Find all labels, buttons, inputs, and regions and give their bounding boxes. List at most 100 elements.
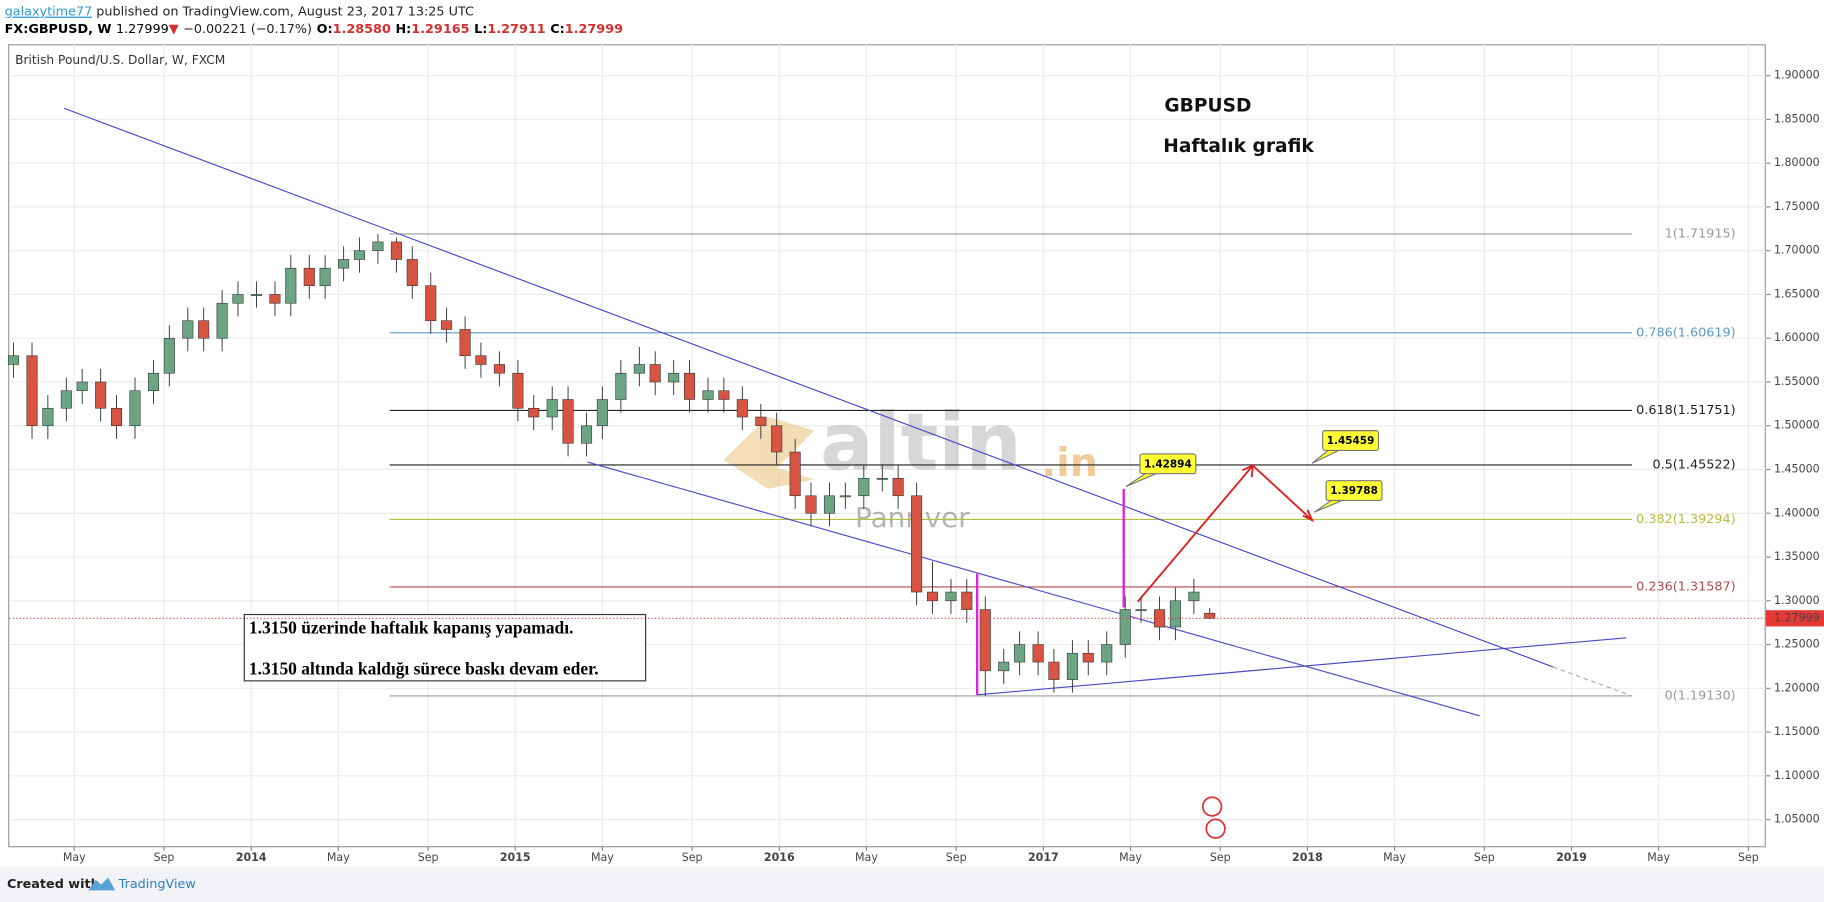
header-line-2: FX:GBPUSD, W 1.27999▼ −0.00221 (−0.17%) O… xyxy=(5,22,623,37)
y-tick-label: 1.85000 xyxy=(1774,112,1820,125)
candle-body xyxy=(839,495,851,498)
y-tick-label: 1.40000 xyxy=(1774,506,1820,519)
event-icons xyxy=(1201,796,1226,839)
ohlc-value: 1.27911 xyxy=(487,22,545,37)
symbol-title: GBPUSD xyxy=(1164,95,1251,116)
candle-body xyxy=(8,355,20,365)
candle-body xyxy=(76,381,88,392)
candle-body xyxy=(596,399,608,427)
candle-body xyxy=(1204,612,1216,619)
candle-body xyxy=(789,451,801,497)
trend-line-extension xyxy=(1552,666,1633,697)
chart-title: British Pound/U.S. Dollar, W, FXCM xyxy=(15,53,225,67)
y-tick-label: 1.50000 xyxy=(1774,419,1820,432)
trend-line xyxy=(977,637,1627,696)
candle-body xyxy=(110,407,123,427)
candle-body xyxy=(755,416,767,427)
candle-body xyxy=(771,425,783,453)
candle-body xyxy=(372,241,384,251)
fib-label: 0(1.19130) xyxy=(1665,688,1736,703)
x-tick-label: May xyxy=(591,851,614,864)
candle-body xyxy=(562,399,574,444)
candle-body xyxy=(319,267,331,287)
y-tick-label: 1.35000 xyxy=(1774,550,1820,563)
candle-body xyxy=(303,267,315,287)
x-tick-label: Sep xyxy=(1474,851,1495,864)
ohlc-value: 1.28580 xyxy=(333,22,391,37)
candle-body xyxy=(998,661,1010,672)
x-tick-label: May xyxy=(1647,851,1670,864)
fib-label: 1(1.71915) xyxy=(1665,226,1736,241)
candle-body xyxy=(1119,609,1131,645)
candle-body xyxy=(1032,644,1044,663)
footer-created: Created with xyxy=(7,877,100,892)
candle-body xyxy=(649,364,661,383)
x-tick-label: May xyxy=(1119,851,1142,864)
arrow-head xyxy=(1302,509,1315,523)
candle-body xyxy=(1188,591,1200,602)
candle-body xyxy=(945,591,957,602)
change: −0.00221 (−0.17%) xyxy=(183,22,312,37)
candle-body xyxy=(338,259,350,269)
candle-body xyxy=(129,390,141,427)
y-tick-label: 1.55000 xyxy=(1774,375,1820,388)
ohlc-key: C: xyxy=(550,22,564,37)
ohlc-key: L: xyxy=(474,22,487,37)
candle-body xyxy=(493,364,505,374)
footer-brand[interactable]: TradingView xyxy=(118,877,196,892)
candle-body xyxy=(668,372,680,383)
watermark-domain: .in xyxy=(1041,440,1098,486)
candle-body xyxy=(459,329,471,357)
candle-body xyxy=(1066,653,1078,680)
candle-body xyxy=(1014,644,1026,663)
candle-body xyxy=(198,320,210,339)
event-icon xyxy=(1201,796,1223,817)
candle-body xyxy=(425,285,437,322)
candle-body xyxy=(512,372,524,409)
candle-body xyxy=(95,381,107,409)
user-link[interactable]: galaxytime77 xyxy=(5,4,93,19)
y-tick-label: 1.70000 xyxy=(1774,244,1820,257)
callout-label: 1.45459 xyxy=(1327,435,1375,447)
candle-body xyxy=(615,372,627,400)
x-tick-label: May xyxy=(327,851,350,864)
candle-body xyxy=(702,390,714,400)
last-price-label: 1.27999 xyxy=(1774,611,1820,624)
x-tick-label: Sep xyxy=(418,851,439,864)
candle-body xyxy=(406,259,418,287)
candle-body xyxy=(1082,653,1094,663)
candle-body xyxy=(718,390,730,400)
x-tick-label: 2019 xyxy=(1556,851,1587,864)
candle-body xyxy=(353,250,365,260)
candles xyxy=(8,233,1216,696)
candle-body xyxy=(858,477,870,497)
arrow-head xyxy=(1241,464,1254,478)
candle-body xyxy=(250,294,262,296)
candle-body xyxy=(163,337,175,374)
watermark-logo xyxy=(723,416,815,489)
drawings xyxy=(63,107,1633,717)
candle-body xyxy=(911,495,923,593)
y-tick-label: 1.45000 xyxy=(1774,463,1820,476)
x-tick-label: May xyxy=(63,851,86,864)
watermark-brand: altin xyxy=(820,397,1022,489)
callout-box xyxy=(1139,453,1197,475)
candle-body xyxy=(216,302,228,339)
candle-body xyxy=(1135,609,1147,612)
candle-body xyxy=(876,477,888,480)
symbol: FX:GBPUSD, W xyxy=(5,22,112,37)
candle-body xyxy=(926,591,938,602)
x-tick-label: 2018 xyxy=(1292,851,1323,864)
y-tick-label: 1.05000 xyxy=(1774,813,1820,826)
y-tick-label: 1.75000 xyxy=(1774,200,1820,213)
down-arrow: ▼ xyxy=(169,22,179,37)
candle-body xyxy=(285,267,297,304)
x-tick-label: 2017 xyxy=(1028,851,1059,864)
fib-label: 0.786(1.60619) xyxy=(1636,325,1735,340)
price: 1.27999 xyxy=(116,22,169,37)
callout-label: 1.42894 xyxy=(1144,458,1192,470)
x-tick-label: 2016 xyxy=(764,851,795,864)
y-tick-label: 1.30000 xyxy=(1774,594,1820,607)
candle-body xyxy=(979,609,991,672)
y-tick-label: 1.25000 xyxy=(1774,638,1820,651)
